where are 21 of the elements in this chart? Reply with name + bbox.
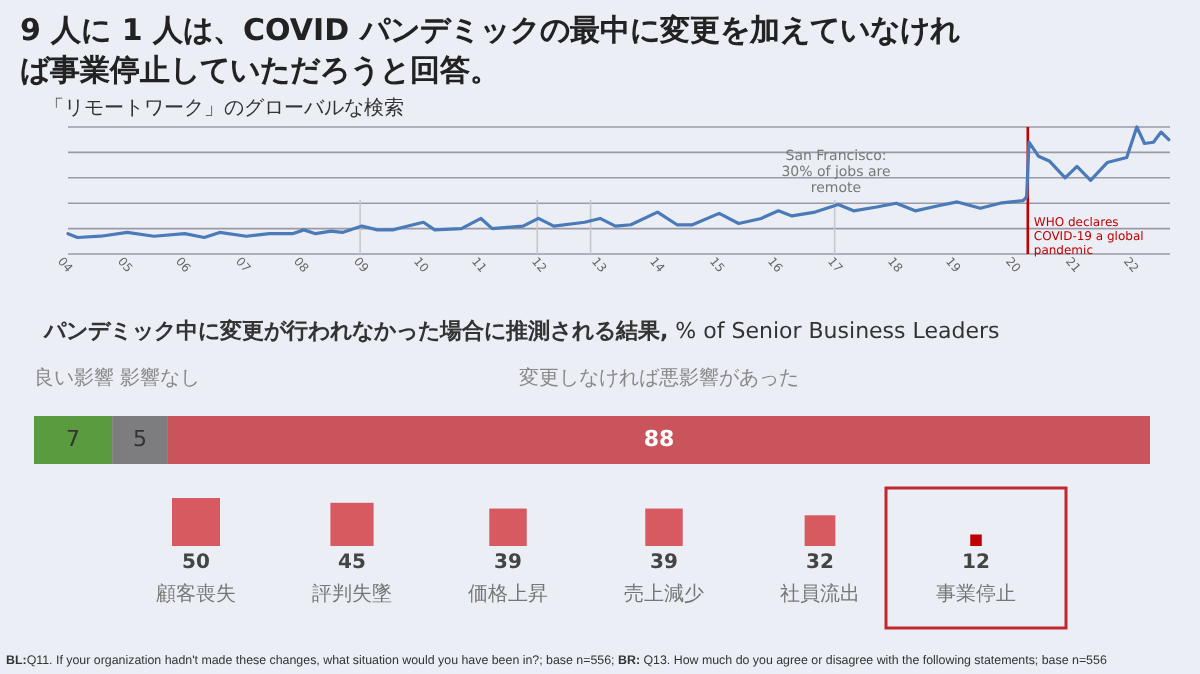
chart-title: 9 人に 1 人は、COVID パンデミックの最中に変更を加えていなければ事業停止していただろうと回答。 xyxy=(20,10,960,90)
series-label: 影響なし xyxy=(120,365,201,392)
data-label: 5 xyxy=(130,426,149,452)
data-label: 50 xyxy=(180,552,212,574)
data-label: 32 xyxy=(804,552,836,574)
category-label: 価格上昇 xyxy=(466,581,550,608)
category-label: 事業停止 xyxy=(934,581,1018,608)
chart-subtitle: 「リモートワーク」のグローバルな検索 xyxy=(44,95,404,122)
category-label: 評判失墜 xyxy=(310,581,394,608)
data-label: 7 xyxy=(64,426,83,452)
data-label: 39 xyxy=(492,552,524,574)
data-label: 39 xyxy=(648,552,680,574)
series-label: 良い影響 xyxy=(34,365,114,392)
category-label: 社員流出 xyxy=(778,581,862,608)
category-label: 顧客喪失 xyxy=(154,581,238,608)
data-label: 88 xyxy=(641,426,677,452)
data-label: 45 xyxy=(336,552,368,574)
series-label: 変更しなければ悪影響があった xyxy=(518,368,799,390)
category-label: 売上減少 xyxy=(622,581,706,608)
data-label: 12 xyxy=(960,552,992,574)
chart-title: パンデミック中に変更が行われなかった場合に推測される結果, % of Senior Business Leaders xyxy=(44,316,1000,346)
